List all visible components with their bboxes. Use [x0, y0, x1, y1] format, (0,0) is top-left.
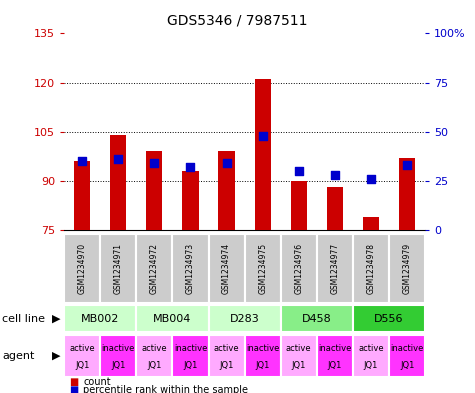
Bar [74, 161, 90, 230]
Point [259, 132, 266, 139]
Text: JQ1: JQ1 [75, 361, 89, 370]
Text: D283: D283 [230, 314, 259, 324]
Point [403, 162, 411, 168]
Bar [255, 79, 271, 230]
Text: JQ1: JQ1 [147, 361, 162, 370]
Bar [182, 171, 199, 230]
Text: GSM1234978: GSM1234978 [367, 243, 375, 294]
Text: GDS5346 / 7987511: GDS5346 / 7987511 [167, 14, 308, 28]
Point [331, 172, 339, 178]
Text: active: active [69, 344, 95, 353]
Bar [146, 151, 162, 230]
Text: GSM1234979: GSM1234979 [403, 242, 411, 294]
Text: inactive: inactive [246, 344, 279, 353]
Text: count: count [83, 377, 111, 387]
Text: inactive: inactive [174, 344, 207, 353]
Text: GSM1234977: GSM1234977 [331, 242, 339, 294]
Bar [110, 135, 126, 230]
Bar [327, 187, 343, 230]
Text: JQ1: JQ1 [219, 361, 234, 370]
Text: ■: ■ [69, 385, 78, 393]
Text: GSM1234972: GSM1234972 [150, 243, 159, 294]
Text: GSM1234973: GSM1234973 [186, 242, 195, 294]
Text: active: active [142, 344, 167, 353]
Text: GSM1234971: GSM1234971 [114, 243, 123, 294]
Text: ■: ■ [69, 377, 78, 387]
Point [223, 160, 230, 166]
Text: inactive: inactive [318, 344, 352, 353]
Point [187, 164, 194, 170]
Text: active: active [214, 344, 239, 353]
Text: JQ1: JQ1 [364, 361, 378, 370]
Bar [363, 217, 379, 230]
Bar [218, 151, 235, 230]
Text: agent: agent [2, 351, 35, 361]
Text: inactive: inactive [390, 344, 424, 353]
Text: GSM1234974: GSM1234974 [222, 242, 231, 294]
Text: JQ1: JQ1 [256, 361, 270, 370]
Text: cell line: cell line [2, 314, 46, 324]
Point [78, 158, 86, 164]
Text: D458: D458 [302, 314, 332, 324]
Text: JQ1: JQ1 [111, 361, 125, 370]
Point [367, 176, 375, 182]
Text: JQ1: JQ1 [328, 361, 342, 370]
Bar [291, 181, 307, 230]
Text: JQ1: JQ1 [292, 361, 306, 370]
Text: ▶: ▶ [52, 351, 60, 361]
Point [151, 160, 158, 166]
Text: active: active [286, 344, 312, 353]
Bar [399, 158, 415, 230]
Text: D556: D556 [374, 314, 404, 324]
Text: ▶: ▶ [52, 314, 60, 324]
Text: JQ1: JQ1 [183, 361, 198, 370]
Text: JQ1: JQ1 [400, 361, 414, 370]
Point [114, 156, 122, 162]
Point [295, 168, 303, 174]
Text: GSM1234970: GSM1234970 [78, 242, 86, 294]
Text: MB002: MB002 [81, 314, 119, 324]
Text: active: active [358, 344, 384, 353]
Text: MB004: MB004 [153, 314, 191, 324]
Text: percentile rank within the sample: percentile rank within the sample [83, 385, 248, 393]
Text: GSM1234976: GSM1234976 [294, 242, 303, 294]
Text: GSM1234975: GSM1234975 [258, 242, 267, 294]
Text: inactive: inactive [102, 344, 135, 353]
